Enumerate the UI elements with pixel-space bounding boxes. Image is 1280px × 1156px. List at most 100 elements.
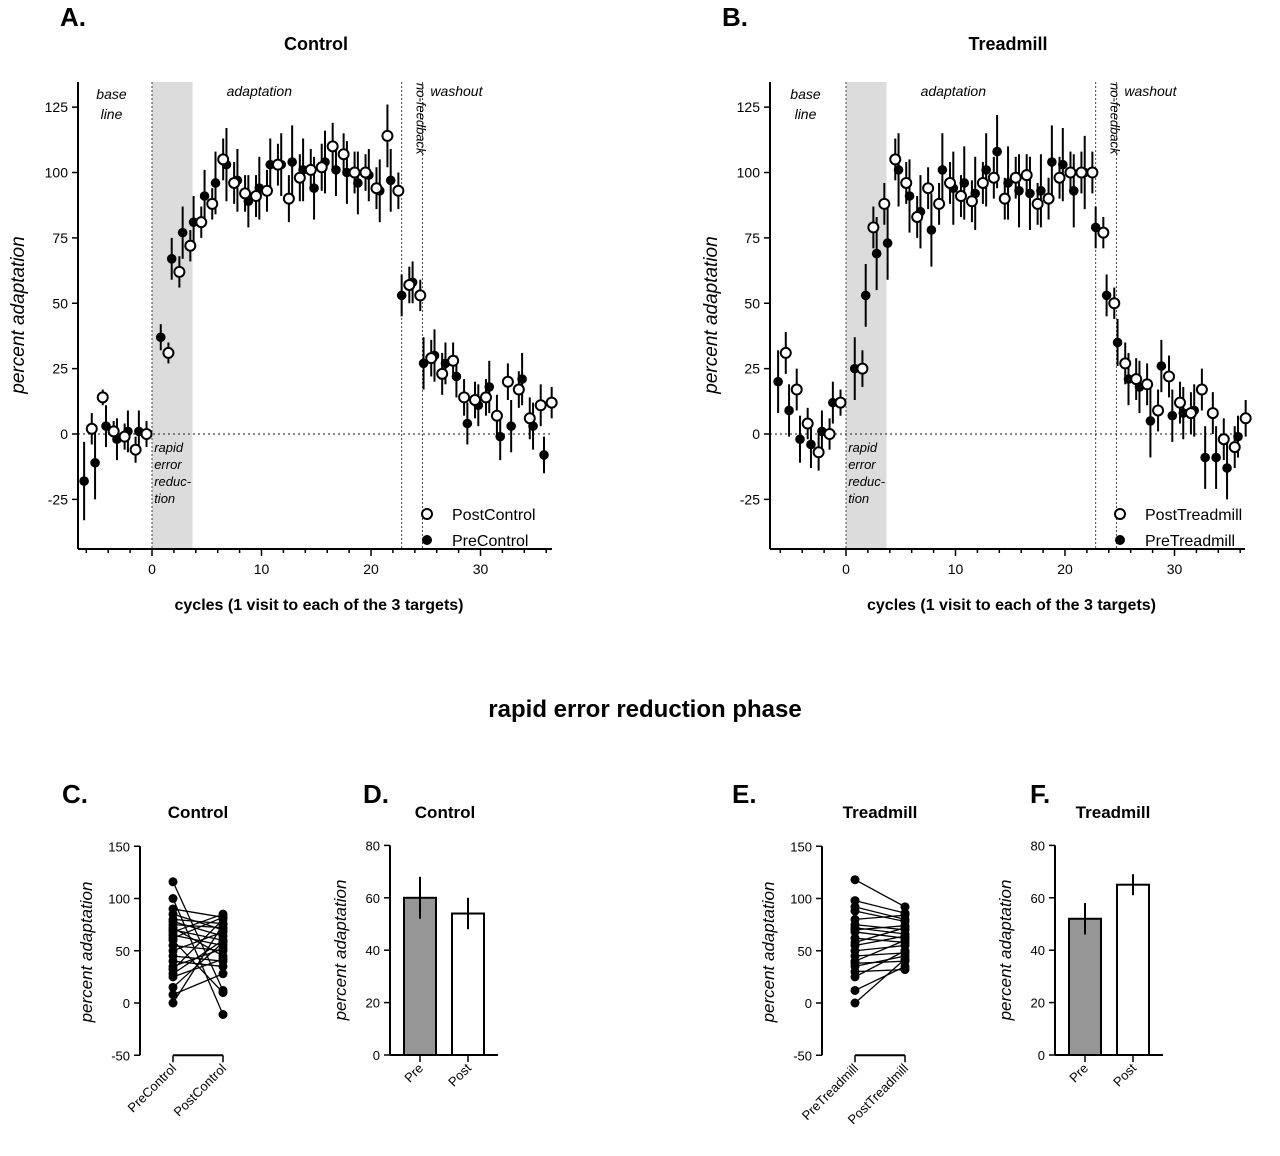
subject-point-pre	[850, 875, 860, 885]
data-point-PreTreadmill	[1200, 452, 1210, 463]
data-point-PostTreadmill	[779, 346, 792, 359]
phase-label-no-feedback: no-feedback	[414, 83, 429, 156]
y-tick-label: 20	[366, 996, 380, 1011]
y-tick-label: 20	[1031, 996, 1045, 1011]
subject-line	[854, 939, 906, 962]
y-tick-label: 0	[60, 426, 68, 442]
data-point-PostTreadmill	[933, 197, 946, 210]
chart-title-d: Control	[415, 803, 475, 822]
subject-line	[172, 939, 224, 975]
chart-title-a: Control	[284, 34, 348, 54]
subject-point-pre	[168, 894, 178, 903]
panel-letter-e: E.	[732, 779, 757, 809]
data-point-PostControl	[129, 443, 142, 456]
data-point-PostTreadmill	[998, 192, 1011, 205]
subject-line	[854, 952, 906, 957]
data-point-PreTreadmill	[1211, 452, 1221, 463]
data-point-PreTreadmill	[773, 376, 783, 387]
subject-line	[854, 910, 906, 923]
data-point-PostTreadmill	[1086, 166, 1099, 179]
rapid-phase-shade	[152, 82, 193, 549]
y-axis-label: percent adaptation	[996, 880, 1015, 1022]
subject-line	[854, 914, 906, 921]
data-point-PostTreadmill	[1206, 407, 1219, 420]
y-tick-label: -25	[740, 491, 760, 507]
data-point-PreTreadmill	[1101, 290, 1112, 301]
subject-line	[854, 927, 906, 944]
x-tick-label: 10	[254, 561, 270, 577]
data-point-PostControl	[173, 265, 186, 278]
panel-letter-b: B.	[722, 2, 748, 32]
subject-point-post	[218, 969, 228, 979]
legend-label: PostTreadmill	[1145, 507, 1242, 524]
y-axis-label: percent adaptation	[331, 880, 350, 1022]
data-point-PreTreadmill	[1167, 410, 1178, 421]
chart-title-f: Treadmill	[1076, 803, 1151, 822]
phase-label-rapid: tion	[848, 491, 869, 506]
data-point-PostControl	[162, 346, 175, 359]
phase-label-rapid: reduc-	[154, 474, 192, 489]
x-axis-label: cycles (1 visit to each of the 3 targets…	[867, 597, 1156, 614]
data-point-PostTreadmill	[900, 176, 913, 189]
data-point-PostControl	[282, 192, 295, 205]
subject-line	[172, 958, 224, 978]
data-point-PostControl	[370, 182, 383, 195]
subject-point-pre	[850, 985, 860, 995]
data-point-PostTreadmill	[911, 210, 924, 223]
y-tick-label: 50	[744, 295, 760, 311]
data-point-PreTreadmill	[992, 146, 1002, 157]
subject-point-post	[900, 961, 910, 971]
y-tick-label: 100	[737, 165, 761, 181]
subject-line	[854, 925, 906, 931]
subject-point-pre	[168, 990, 178, 1000]
subject-line	[172, 908, 224, 918]
data-point-PreControl	[210, 178, 221, 188]
legend-marker-filled	[1115, 535, 1125, 545]
subject-line	[172, 939, 224, 993]
phase-label-adaptation: adaptation	[227, 83, 293, 99]
data-point-PreControl	[155, 332, 166, 343]
data-point-PreTreadmill	[1112, 337, 1123, 348]
legend-label: PostControl	[452, 507, 536, 524]
subject-line	[172, 973, 224, 996]
data-point-PostTreadmill	[1228, 441, 1241, 454]
data-point-PostTreadmill	[1075, 166, 1088, 179]
data-point-PostTreadmill	[867, 221, 880, 234]
data-point-PostControl	[469, 394, 482, 407]
legend-label: PreControl	[452, 533, 528, 550]
y-tick-label: 40	[1031, 943, 1045, 958]
data-point-PostTreadmill	[1042, 192, 1055, 205]
subject-line	[172, 934, 224, 947]
data-point-PostControl	[359, 166, 372, 179]
phase-label-rapid: rapid	[154, 440, 184, 455]
data-point-PostTreadmill	[1184, 407, 1197, 420]
data-point-PostControl	[326, 140, 339, 153]
data-point-PostControl	[293, 171, 306, 184]
subject-line	[854, 906, 906, 921]
y-axis-label: percent adaptation	[8, 236, 29, 394]
y-axis-label: percent adaptation	[77, 882, 96, 1024]
subject-point-post	[218, 988, 228, 998]
data-point-PostControl	[184, 239, 197, 252]
y-tick-label: 0	[1038, 1048, 1045, 1063]
plot-A: -25 0 25 50 75 100 125 0 10 20 30 cycles (1 visit t…	[8, 82, 558, 614]
subject-point-post	[900, 946, 910, 956]
y-tick-label: 125	[737, 99, 761, 115]
data-point-PostControl	[96, 391, 109, 404]
y-tick-label: 60	[1031, 891, 1045, 906]
subject-line	[854, 965, 906, 992]
y-tick-label: 150	[790, 839, 812, 854]
data-point-PostControl	[337, 148, 350, 161]
panel-letter-c: C.	[62, 779, 88, 809]
data-point-PostTreadmill	[812, 446, 825, 459]
subject-line	[854, 960, 906, 964]
data-point-PreControl	[79, 476, 89, 486]
y-tick-label: 100	[790, 892, 812, 907]
subject-point-post	[218, 944, 228, 954]
data-point-PostTreadmill	[889, 153, 902, 166]
subject-point-pre	[850, 998, 860, 1008]
subject-point-pre	[168, 972, 178, 982]
data-point-PostControl	[512, 383, 525, 396]
subject-point-post	[900, 910, 910, 920]
data-point-PreControl	[396, 290, 407, 301]
